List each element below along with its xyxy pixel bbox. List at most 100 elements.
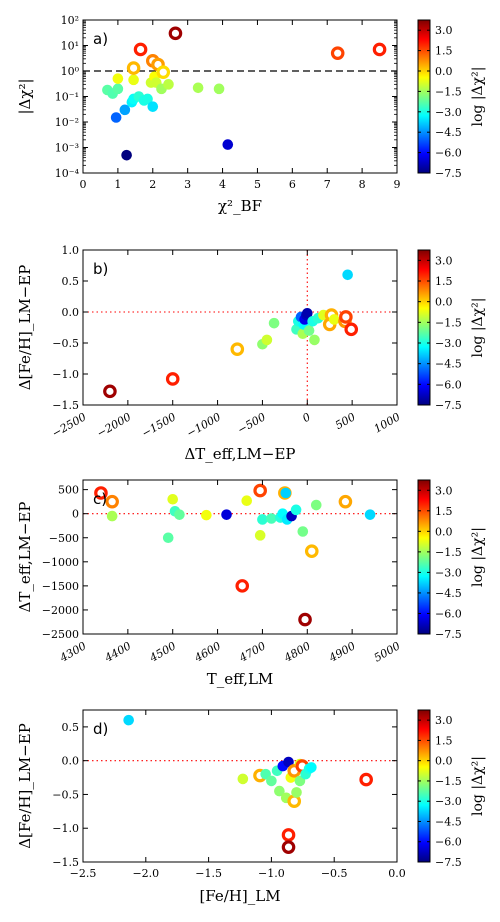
- colorbar-tick-label: 1.5: [435, 275, 453, 288]
- y-tick-label: 0.0: [62, 306, 80, 319]
- x-tick-label: 4900: [326, 639, 358, 665]
- x-tick-label: −2.0: [132, 867, 159, 880]
- y-tick-label: 0: [72, 508, 79, 521]
- data-point-ringed: [372, 42, 387, 57]
- colorbar-label: log |Δχ²|: [470, 298, 486, 358]
- y-tick-label: −1.5: [52, 856, 79, 869]
- data-point-ringed: [126, 61, 141, 75]
- y-axis-label: |Δχ²|: [16, 78, 34, 114]
- x-tick-label: 3: [184, 178, 191, 191]
- data-point: [222, 139, 234, 150]
- colorbar-tick-label: −6.0: [435, 147, 462, 160]
- data-point: [174, 509, 185, 520]
- colorbar-tick-label: −4.5: [435, 358, 462, 371]
- colorbar-tick-label: −4.5: [435, 126, 462, 139]
- colorbar-label: log |Δχ²|: [470, 527, 486, 587]
- panel-1: 0 1 2 3 4 5 6 7 8 9 10⁻⁴ 10⁻³ 10⁻² 10⁻¹ 10⁰ 10¹ 10² a) χ²_…: [16, 14, 486, 215]
- data-point: [128, 74, 139, 86]
- colorbar-tick-label: −3.0: [435, 337, 462, 350]
- x-tick-label: 9: [394, 178, 401, 191]
- data-point-ringed: [298, 612, 312, 627]
- x-tick-label: 7: [324, 178, 331, 191]
- y-tick-label: 10⁰: [61, 65, 80, 78]
- data-point-ringed: [330, 46, 345, 60]
- panel-3: 4300 4400 4500 4600 4700 4800 4900 5000−2500−20…: [16, 479, 486, 688]
- data-point: [266, 513, 277, 524]
- y-tick-label: −2500: [42, 628, 79, 641]
- y-tick-label: −1.0: [52, 368, 79, 381]
- plot-frame: [82, 479, 398, 635]
- data-point-ringed: [281, 828, 296, 842]
- colorbar-tick-label: −4.5: [435, 587, 462, 600]
- data-point: [274, 785, 285, 797]
- y-tick-label: 10⁻²: [55, 116, 79, 129]
- x-tick-label: −1.5: [195, 867, 222, 880]
- panel-label: b): [93, 260, 108, 278]
- y-tick-label: 0.5: [62, 275, 80, 288]
- data-point: [306, 762, 317, 773]
- y-tick-label: 10¹: [61, 40, 79, 53]
- data-point: [283, 756, 294, 768]
- x-tick-label: 5: [254, 178, 261, 191]
- colorbar-tick-label: −1.5: [435, 546, 462, 559]
- data-point-ringed: [339, 310, 353, 324]
- x-tick-label: 0: [300, 410, 313, 425]
- x-tick-label: 4400: [102, 639, 134, 665]
- data-point: [290, 504, 302, 516]
- data-points: [123, 714, 373, 854]
- y-axis-label: ΔT_eff,LM−EP: [16, 501, 34, 612]
- data-point: [261, 334, 273, 346]
- data-point: [163, 79, 174, 90]
- data-point: [241, 495, 253, 506]
- x-tick-label: −2.5: [70, 867, 97, 880]
- colorbar-tick-label: 3.0: [435, 484, 453, 497]
- x-axis-label: χ²_BF: [218, 197, 262, 215]
- data-point: [123, 714, 134, 726]
- x-tick-label: 0.0: [388, 867, 406, 880]
- data-point: [268, 317, 280, 329]
- y-tick-label: 1.0: [62, 244, 80, 257]
- colorbar: [417, 479, 431, 635]
- colorbar-tick-label: 1.5: [435, 45, 453, 58]
- data-point: [297, 526, 309, 537]
- panel-2: −2500 −2000 −1500 −1000 −500 0 500 1000 −1.5 −1.0…: [16, 244, 486, 463]
- y-tick-label: 10⁻³: [55, 142, 79, 155]
- x-tick-label: 500: [333, 410, 358, 432]
- y-tick-label: −0.5: [52, 337, 79, 350]
- colorbar-tick-label: −1.5: [435, 775, 462, 788]
- y-tick-label: 10⁻¹: [55, 91, 79, 104]
- data-point: [213, 83, 225, 95]
- colorbar-tick-label: 1.5: [435, 505, 453, 518]
- x-tick-label: −500: [235, 410, 268, 436]
- colorbar-tick-label: −1.5: [435, 85, 462, 98]
- colorbar-label: log |Δχ²|: [470, 67, 486, 127]
- data-point: [167, 493, 179, 505]
- data-points: [94, 483, 376, 627]
- y-tick-label: 0.0: [62, 755, 80, 768]
- data-point: [162, 532, 174, 544]
- data-point-ringed: [156, 65, 171, 79]
- y-tick-label: −0.5: [52, 788, 79, 801]
- data-point-ringed: [94, 486, 108, 500]
- data-point-ringed: [105, 494, 119, 509]
- x-tick-label: −1000: [184, 410, 223, 440]
- data-point: [291, 787, 302, 798]
- colorbar-tick-label: −3.0: [435, 566, 462, 579]
- colorbar-tick-label: 0.0: [435, 525, 453, 538]
- data-point: [110, 112, 122, 123]
- y-tick-label: 0.5: [62, 721, 80, 734]
- colorbar-tick-label: −7.5: [435, 167, 462, 180]
- colorbar-label: log |Δχ²|: [470, 756, 486, 816]
- data-point: [364, 509, 376, 520]
- x-tick-label: 1000: [372, 410, 403, 435]
- y-tick-label: −1.5: [52, 399, 79, 412]
- x-tick-label: 4500: [147, 639, 179, 665]
- colorbar: [417, 709, 431, 863]
- x-tick-label: 6: [289, 178, 296, 191]
- data-point-ringed: [168, 26, 183, 41]
- data-point: [221, 509, 232, 520]
- colorbar: [417, 249, 431, 406]
- data-point: [201, 509, 212, 521]
- y-tick-label: −2000: [42, 604, 79, 617]
